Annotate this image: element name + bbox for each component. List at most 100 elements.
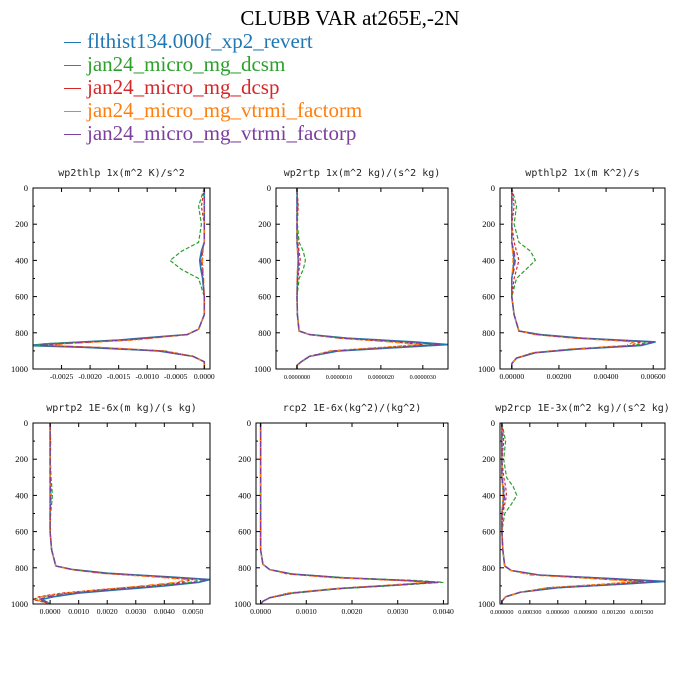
y-tick-label: 600 [258, 292, 271, 302]
y-tick-label: 800 [238, 563, 251, 573]
series-line [511, 188, 642, 369]
legend-swatch [64, 64, 81, 66]
series-line [260, 423, 444, 604]
y-tick-label: 400 [15, 255, 28, 265]
series-line [501, 423, 642, 604]
panel-title: wp2rcp 1E-3x(m^2 kg)/(s^2 kg) [495, 403, 670, 414]
y-tick-label: 200 [482, 454, 495, 464]
y-tick-label: 400 [482, 255, 495, 265]
series-line [511, 188, 635, 369]
y-tick-label: 600 [15, 527, 28, 537]
series-line [260, 423, 439, 604]
series-line [260, 423, 430, 604]
panel-title: rcp2 1E-6x(kg^2)/(kg^2) [283, 403, 421, 414]
x-tick-label: 0.0000 [250, 607, 271, 616]
y-tick-label: 400 [258, 255, 271, 265]
legend-label: flthist134.000f_xp2_revert [87, 29, 313, 53]
y-tick-label: 0 [491, 418, 495, 428]
legend-swatch [64, 87, 81, 89]
x-tick-label: 0.000600 [546, 609, 569, 616]
series-line [44, 188, 205, 369]
x-tick-label: 0.000000 [490, 609, 513, 616]
y-tick-label: 1000 [254, 364, 271, 374]
panel-title: wprtp2 1E-6x(m kg)/(s kg) [46, 403, 197, 414]
y-tick-label: 1000 [234, 599, 251, 609]
x-tick-label: 0.0000 [40, 607, 61, 616]
y-tick-label: 600 [15, 292, 28, 302]
x-tick-label: 0.00400 [594, 372, 619, 381]
legend-item: jan24_micro_mg_vtrmi_factorp [64, 122, 362, 145]
y-tick-label: 200 [258, 219, 271, 229]
plot-frame [32, 422, 211, 605]
x-tick-label: 0.0000000 [284, 374, 310, 381]
y-tick-label: 1000 [11, 364, 28, 374]
x-tick-label: 0.0030 [387, 607, 408, 616]
x-tick-label: 0.00600 [641, 372, 666, 381]
legend-label: jan24_micro_mg_dcsp [87, 75, 280, 99]
series-line [33, 188, 205, 369]
y-tick-label: 400 [15, 490, 28, 500]
legend-item: jan24_micro_mg_dcsm [64, 53, 362, 76]
y-tick-label: 800 [15, 563, 28, 573]
x-tick-label: 0.001200 [602, 609, 625, 616]
series-line [260, 423, 426, 604]
y-tick-label: 600 [482, 527, 495, 537]
x-tick-label: 0.000900 [574, 609, 597, 616]
x-tick-label: 0.00200 [547, 372, 572, 381]
legend-label: jan24_micro_mg_vtrmi_factorm [87, 98, 363, 122]
x-tick-label: 0.0030 [125, 607, 146, 616]
y-tick-label: 0 [267, 183, 271, 193]
x-tick-label: 0.0010 [68, 607, 89, 616]
y-tick-label: 800 [482, 328, 495, 338]
x-tick-label: -0.0005 [164, 372, 188, 381]
series-line [34, 423, 188, 604]
legend-label: jan24_micro_mg_dcsm [87, 52, 286, 76]
series-line [501, 423, 661, 604]
legend-item: jan24_micro_mg_vtrmi_factorm [64, 99, 362, 122]
x-tick-label: -0.0025 [50, 372, 74, 381]
plot-frame [32, 187, 211, 370]
y-tick-label: 0 [24, 183, 28, 193]
x-tick-label: 0.0010 [296, 607, 317, 616]
plot-frame [255, 422, 449, 605]
legend: flthist134.000f_xp2_revert jan24_micro_m… [64, 30, 362, 145]
y-tick-label: 600 [238, 527, 251, 537]
y-tick-label: 600 [482, 292, 495, 302]
x-tick-label: 0.0040 [154, 607, 175, 616]
series-line [33, 188, 206, 369]
x-tick-label: -0.0010 [135, 372, 159, 381]
panel-title: wp2thlp 1x(m^2 K)/s^2 [58, 168, 184, 179]
y-tick-label: 1000 [478, 599, 495, 609]
legend-item: flthist134.000f_xp2_revert [64, 30, 362, 53]
x-tick-label: 0.0000030 [410, 374, 436, 381]
x-tick-label: 0.0000010 [326, 374, 352, 381]
x-tick-label: 0.00000 [499, 372, 524, 381]
series-line [296, 188, 440, 369]
figure-title: CLUBB VAR at265E,-2N [240, 6, 460, 30]
panel-title: wpthlp2 1x(m K^2)/s [525, 168, 639, 179]
y-tick-label: 200 [238, 454, 251, 464]
legend-swatch [64, 41, 81, 43]
x-tick-label: 0.000300 [518, 609, 541, 616]
y-tick-label: 400 [238, 490, 251, 500]
y-tick-label: 800 [482, 563, 495, 573]
x-tick-label: 0.001500 [630, 609, 653, 616]
x-tick-label: 0.0020 [342, 607, 363, 616]
y-tick-label: 200 [15, 219, 28, 229]
series-line [511, 188, 654, 369]
x-tick-label: -0.0020 [78, 372, 102, 381]
panel-title: wp2rtp 1x(m^2 kg)/(s^2 kg) [284, 168, 441, 179]
legend-item: jan24_micro_mg_dcsp [64, 76, 362, 99]
y-tick-label: 1000 [11, 599, 28, 609]
series-line [501, 423, 665, 604]
series-line [36, 423, 208, 604]
y-tick-label: 200 [482, 219, 495, 229]
legend-swatch [64, 110, 81, 112]
series-line [38, 188, 205, 369]
y-tick-label: 0 [24, 418, 28, 428]
series-line [259, 423, 435, 604]
legend-label: jan24_micro_mg_vtrmi_factorp [87, 121, 357, 145]
y-tick-label: 400 [482, 490, 495, 500]
y-tick-label: 800 [258, 328, 271, 338]
